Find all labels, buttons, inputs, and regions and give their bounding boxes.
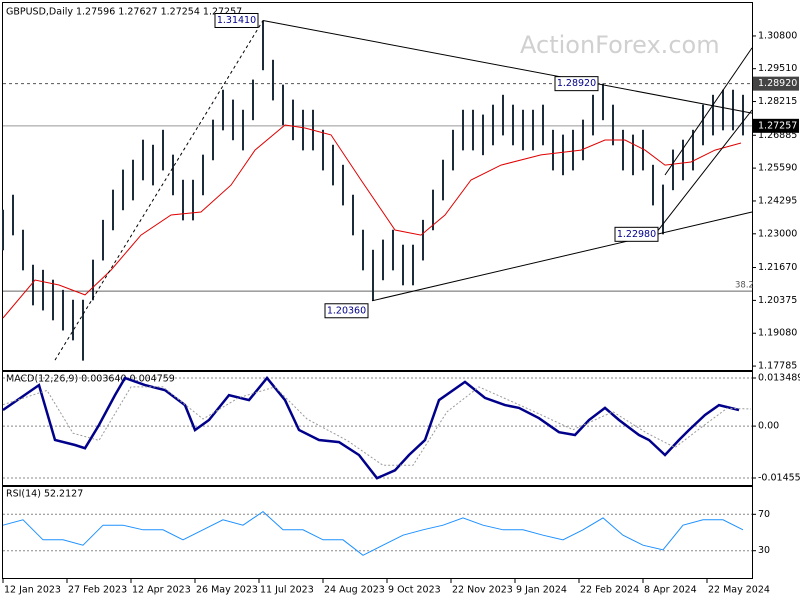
panel-title: GBPUSD,Daily 1.27596 1.27627 1.27254 1.2… [6, 7, 242, 18]
y-tick-label: 1.28215 [758, 96, 797, 107]
y-tick-label: 0.00 [758, 421, 779, 432]
y-tick-label: 0.013489 [758, 372, 800, 383]
trendline [262, 20, 753, 114]
price-level-box [753, 76, 799, 91]
trendline [664, 47, 753, 176]
x-tick-label: 9 Jan 2024 [516, 585, 567, 596]
y-tick-label: 1.20375 [758, 295, 797, 306]
y-tick-label: 1.25590 [758, 163, 797, 174]
rsi-panel-frame [2, 486, 753, 579]
y-tick-label: 1.29510 [758, 63, 797, 74]
x-tick-label: 11 Jul 2023 [260, 585, 314, 596]
y-tick-label: 1.21670 [758, 262, 797, 273]
trendline [371, 211, 753, 302]
x-tick-label: 22 Feb 2024 [580, 585, 639, 596]
price-level-label: 1.27257 [758, 120, 797, 131]
y-tick-label: 70 [758, 509, 770, 520]
x-tick-label: 22 Nov 2023 [452, 585, 513, 596]
x-tick-label: 8 Apr 2024 [644, 585, 697, 596]
x-tick-label: 22 May 2024 [708, 585, 770, 596]
indicator-line [2, 376, 740, 480]
panel-title: MACD(12,26,9) 0.003640 0.004759 [6, 374, 175, 385]
y-tick-label: 1.24295 [758, 195, 797, 206]
annotation-label: 1.20360 [327, 305, 366, 316]
y-tick-label: 1.17785 [758, 361, 797, 372]
trendline [654, 109, 753, 235]
x-tick-label: 27 Feb 2023 [68, 585, 127, 596]
y-tick-label: 1.19080 [758, 328, 797, 339]
price-level-label: 1.28920 [758, 78, 797, 89]
y-tick-label: 30 [758, 545, 770, 556]
annotation-box [614, 226, 659, 242]
annotation-box [214, 12, 259, 28]
x-tick-label: 24 Aug 2023 [324, 585, 385, 596]
fib-label: 38.2 [735, 281, 754, 291]
annotation-label: 1.22980 [617, 229, 656, 240]
annotation-label: 1.31410 [217, 15, 256, 26]
moving-average [2, 124, 742, 319]
x-tick-label: 9 Oct 2023 [388, 585, 441, 596]
trendline [54, 20, 264, 361]
price-panel-frame [2, 2, 753, 371]
annotation-box [324, 303, 369, 319]
y-tick-label: -0.014554 [758, 472, 800, 483]
y-tick-label: 1.30800 [758, 30, 797, 41]
macd-panel-frame [2, 371, 753, 486]
y-tick-label: 1.26885 [758, 130, 797, 141]
panel-title: RSI(14) 52.2127 [6, 489, 83, 500]
indicator-line [2, 510, 744, 556]
x-tick-label: 12 Jan 2023 [4, 585, 61, 596]
x-tick-label: 26 May 2023 [196, 585, 258, 596]
annotation-box [554, 76, 599, 92]
y-tick-label: 1.23000 [758, 228, 797, 239]
annotation-label: 1.28920 [557, 78, 596, 89]
x-tick-label: 12 Apr 2023 [132, 585, 191, 596]
indicator-line [2, 386, 752, 466]
watermark: ActionForex.com [520, 31, 720, 59]
price-level-box [753, 118, 799, 133]
